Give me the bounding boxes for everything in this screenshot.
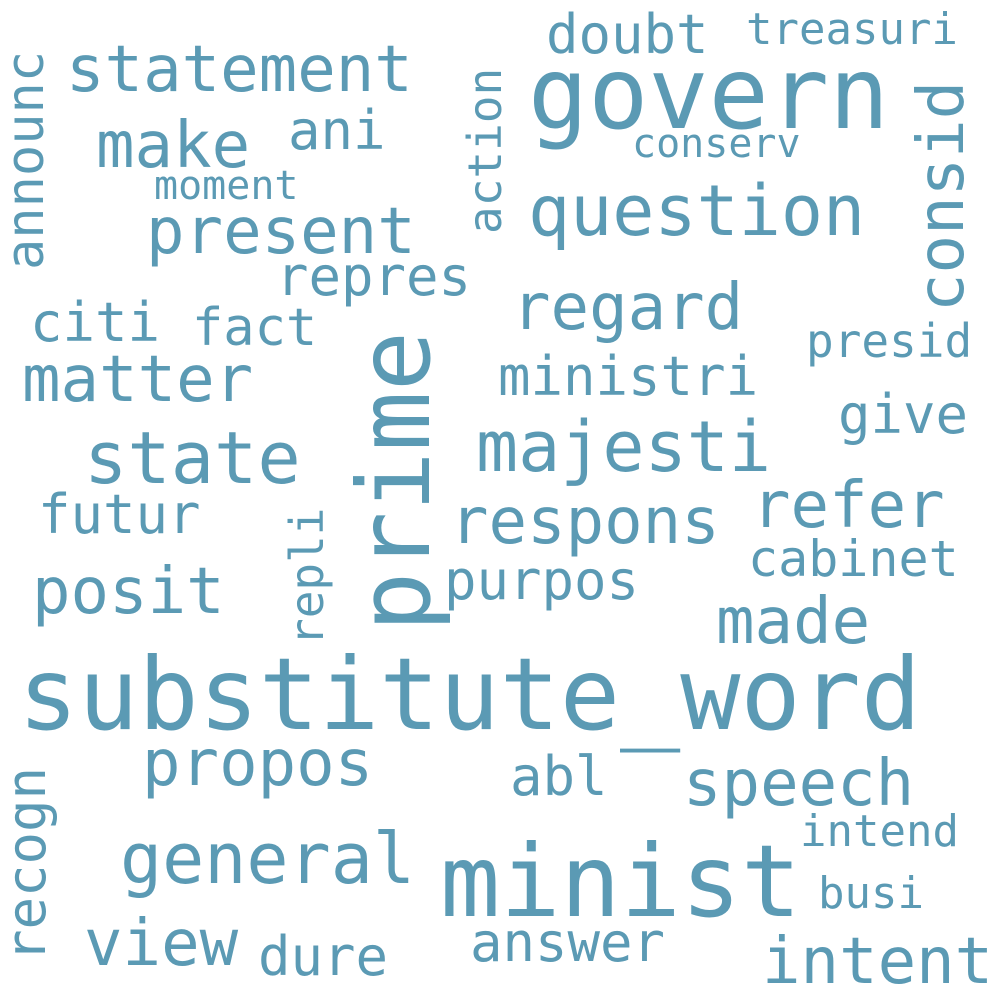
word-made: made <box>716 585 871 659</box>
word-intent: intent <box>762 925 994 999</box>
word-make: make <box>96 109 251 183</box>
word-doubt: doubt <box>546 3 709 66</box>
word-futur: futur <box>38 483 201 546</box>
word-general: general <box>120 818 416 900</box>
word-prime: prime <box>336 330 453 632</box>
word-refer: refer <box>752 469 945 543</box>
word-present: present <box>146 195 416 269</box>
word-view: view <box>84 907 239 981</box>
word-announc: announc <box>0 50 56 270</box>
word-presid: presid <box>806 314 973 368</box>
word-ministri: ministri <box>498 345 759 408</box>
word-give: give <box>838 383 969 446</box>
word-regard: regard <box>512 271 744 345</box>
word-question: question <box>528 170 866 252</box>
word-speech: speech <box>683 747 915 821</box>
word-intend: intend <box>800 806 959 857</box>
word-recogn: recogn <box>0 766 58 962</box>
word-consid: consid <box>905 80 979 312</box>
word-majesti: majesti <box>476 406 772 488</box>
word-action: action <box>458 67 512 234</box>
word-respons: respons <box>450 485 720 559</box>
word-dure: dure <box>258 925 389 988</box>
word-citi: citi <box>30 291 161 354</box>
word-minist: minist <box>440 823 802 940</box>
word-ani: ani <box>288 99 386 162</box>
word-answer: answer <box>470 911 666 974</box>
word-treasuri: treasuri <box>746 4 958 55</box>
word-conserv: conserv <box>632 121 801 167</box>
word-posit: posit <box>32 555 225 629</box>
word-repli: repli <box>280 507 334 646</box>
word-statement: statement <box>66 33 413 107</box>
word-substitute-word: substitute_word <box>18 636 922 753</box>
word-fact: fact <box>192 298 318 358</box>
word-matter: matter <box>22 343 254 417</box>
word-abl: abl <box>510 745 608 808</box>
word-govern: govern <box>528 35 890 152</box>
word-moment: moment <box>154 163 299 209</box>
word-busi: busi <box>818 868 924 919</box>
word-state: state <box>84 416 301 500</box>
word-propos: propos <box>142 727 374 801</box>
word-purpos: purpos <box>444 549 640 612</box>
word-cabinet: cabinet <box>748 530 959 588</box>
word-repres: repres <box>276 245 472 308</box>
